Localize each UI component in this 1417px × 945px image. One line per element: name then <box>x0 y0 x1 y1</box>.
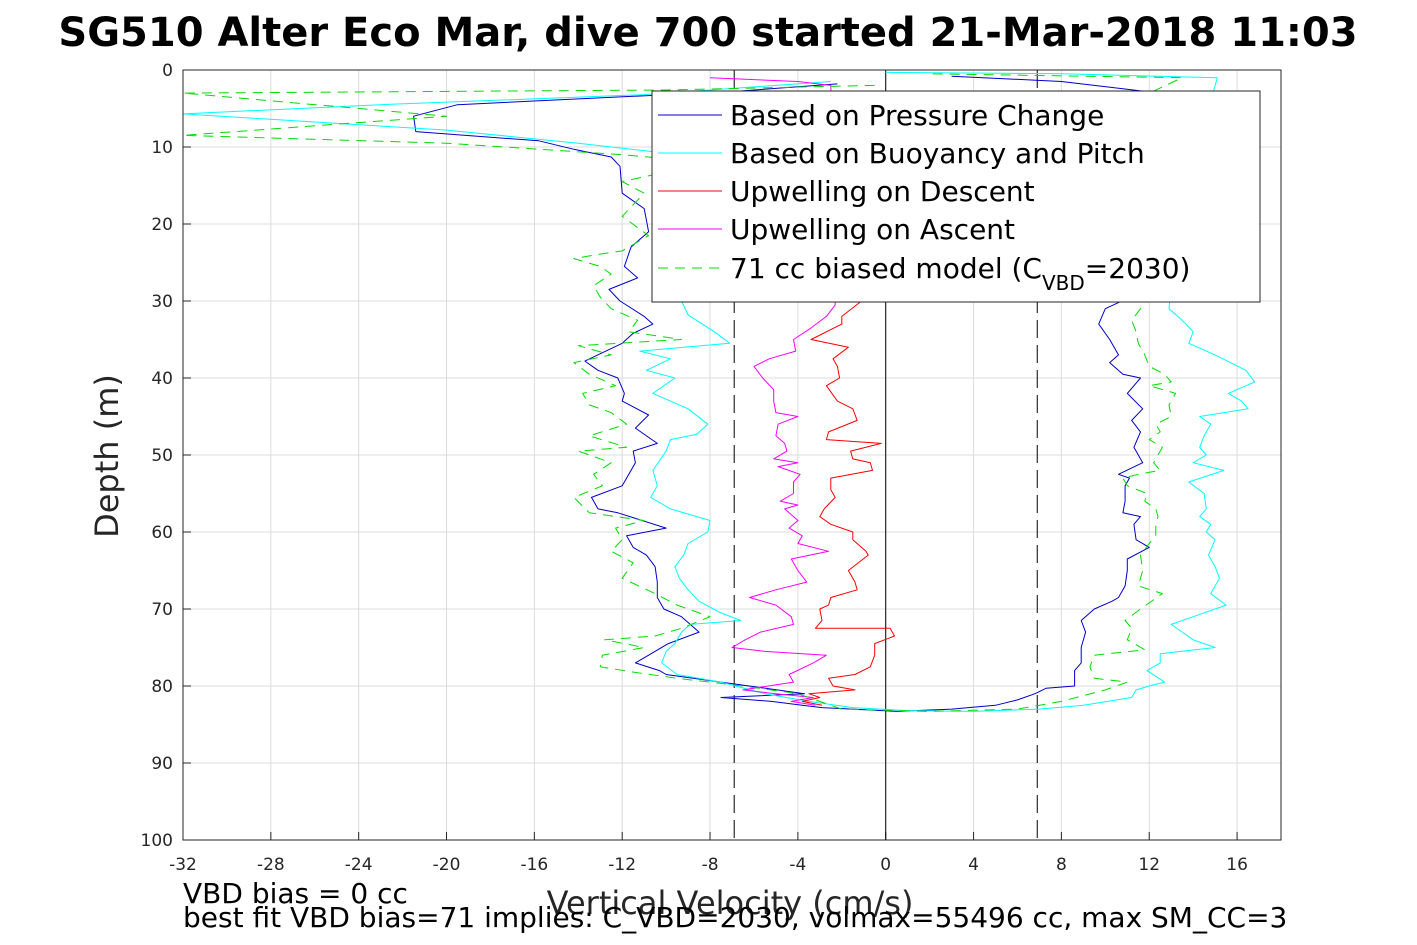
axes-frame <box>182 69 1282 841</box>
y-tick-label: 30 <box>151 292 173 312</box>
chart-title: SG510 Alter Eco Mar, dive 700 started 21… <box>58 10 1357 56</box>
y-tick-label: 80 <box>151 677 173 697</box>
x-tick-label: -24 <box>345 855 373 875</box>
x-tick-label: 4 <box>968 855 979 875</box>
x-tick-label: 16 <box>1226 855 1248 875</box>
y-tick-label: 60 <box>151 523 173 543</box>
y-tick-label: 0 <box>162 61 173 81</box>
y-tick-label: 90 <box>151 754 173 774</box>
y-tick-label: 50 <box>151 446 173 466</box>
legend-label-pressure: Based on Pressure Change <box>730 99 1104 132</box>
legend-label-model-subscript: VBD <box>1042 271 1085 295</box>
y-tick-label: 70 <box>151 600 173 620</box>
legend-label-descent: Upwelling on Descent <box>730 175 1035 208</box>
x-tick-label: 0 <box>880 855 891 875</box>
x-tick-label: -16 <box>520 855 548 875</box>
data-series <box>182 71 1256 712</box>
x-tick-label: -12 <box>608 855 636 875</box>
series-line-4 <box>709 77 836 706</box>
y-tick-label: 100 <box>141 831 173 851</box>
y-tick-label: 10 <box>151 138 173 158</box>
legend-label-ascent: Upwelling on Ascent <box>730 213 1015 246</box>
legend-box <box>651 90 1261 303</box>
y-tick-label: 40 <box>151 369 173 389</box>
x-tick-label: -4 <box>789 855 806 875</box>
legend-label-model-suffix: =2030) <box>1085 252 1191 285</box>
legend-label-buoyancy: Based on Buoyancy and Pitch <box>730 137 1145 170</box>
x-tick-label: -8 <box>702 855 719 875</box>
x-tick-labels: -32 -28 -24 -20 -16 -12 -8 -4 0 4 8 12 16 <box>169 855 1248 875</box>
legend-label-model: 71 cc biased model (CVBD=2030) <box>730 252 1190 295</box>
series-line-3 <box>801 300 895 706</box>
legend: Based on Pressure Change Based on Buoyan… <box>651 90 1261 303</box>
x-tick-label: 12 <box>1138 855 1160 875</box>
x-tick-label: -28 <box>257 855 285 875</box>
y-tick-labels: 0 10 20 30 40 50 60 70 80 90 100 <box>141 61 173 851</box>
x-tick-label: 8 <box>1056 855 1067 875</box>
best-fit-note: best fit VBD bias=71 implies: C_VBD=2030… <box>183 901 1287 934</box>
y-tick-label: 20 <box>151 215 173 235</box>
legend-label-model-prefix: 71 cc biased model (C <box>730 252 1042 285</box>
series-line-1 <box>413 75 1161 712</box>
vbd-bias-note: VBD bias = 0 cc <box>183 877 408 910</box>
x-tick-label: -20 <box>433 855 461 875</box>
x-tick-label: -32 <box>169 855 197 875</box>
x-axis-label: Vertical Velocity (cm/s) <box>547 884 914 922</box>
y-axis-label: Depth (m) <box>88 374 126 538</box>
series-line-5 <box>182 73 1183 712</box>
